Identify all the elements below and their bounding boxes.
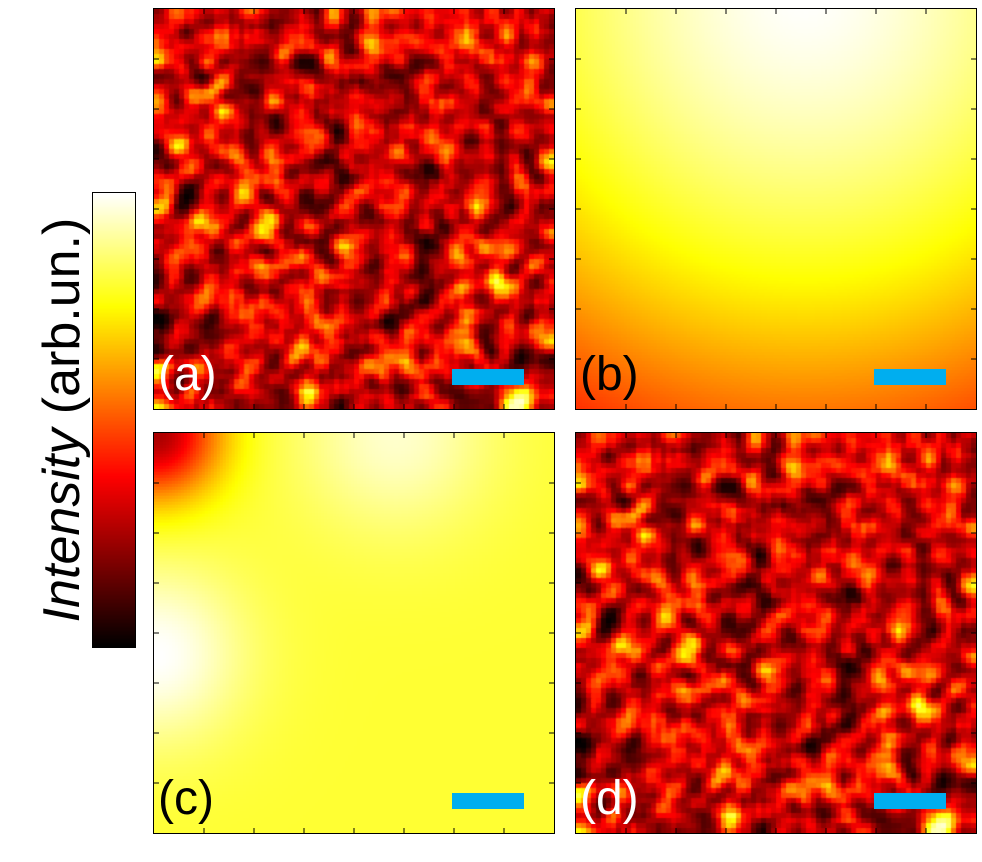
panel-a: (a) bbox=[153, 8, 555, 410]
panel-a-ticks bbox=[154, 9, 554, 409]
colorbar-label: Intensity (arb.un.) bbox=[32, 218, 92, 623]
panel-b-ticks bbox=[576, 9, 976, 409]
colorbar bbox=[92, 192, 136, 648]
panel-a-image bbox=[154, 9, 554, 409]
panel-c-label: (c) bbox=[158, 772, 214, 825]
colorbar-group bbox=[92, 192, 136, 648]
panel-d-ticks bbox=[576, 433, 976, 833]
colorbar-label-italic: Intensity bbox=[33, 428, 91, 623]
panel-c-scale-bar bbox=[452, 793, 524, 809]
panel-b-image bbox=[576, 9, 976, 409]
panel-d-image bbox=[576, 433, 976, 833]
panel-a-label: (a) bbox=[158, 348, 217, 401]
panel-c-ticks bbox=[154, 433, 554, 833]
panel-b: (b) bbox=[575, 8, 977, 410]
panel-a-scale-bar bbox=[452, 369, 524, 385]
panel-d-scale-bar bbox=[874, 793, 946, 809]
panel-c: (c) bbox=[153, 432, 555, 834]
panel-d-label: (d) bbox=[580, 772, 639, 825]
panel-b-label: (b) bbox=[580, 348, 639, 401]
colorbar-label-units: (arb.un.) bbox=[33, 217, 91, 429]
panel-d: (d) bbox=[575, 432, 977, 834]
panel-b-scale-bar bbox=[874, 369, 946, 385]
panel-c-image bbox=[154, 433, 554, 833]
